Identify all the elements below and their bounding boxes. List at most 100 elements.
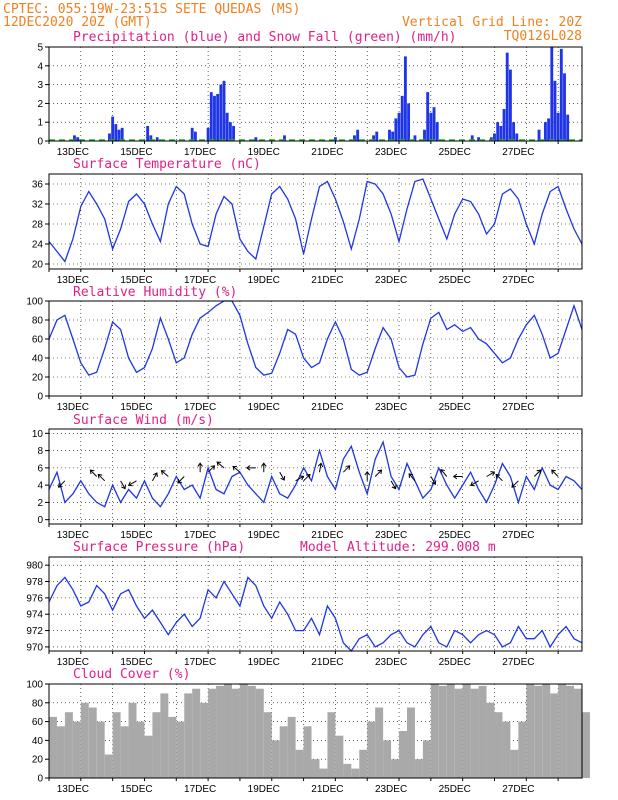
cloud-bar <box>128 702 137 778</box>
cloud-bar <box>56 726 65 778</box>
cloud-ytick-label: 0 <box>37 774 43 785</box>
precip-bar <box>216 94 220 141</box>
cloud-bar <box>255 688 264 778</box>
pres-xtick-label: 25DEC <box>439 657 471 668</box>
cloud-ytick-label: 100 <box>26 680 43 691</box>
wind-xtick-label: 19DEC <box>248 530 280 541</box>
pres-xtick-label: 21DEC <box>311 657 343 668</box>
temp-xtick-label: 21DEC <box>311 275 343 286</box>
precip-bar <box>499 125 503 141</box>
cloud-bar <box>49 716 57 778</box>
cloud-bar <box>454 688 463 778</box>
precip-bar <box>505 52 509 141</box>
pres-ytick-label: 974 <box>26 610 43 621</box>
precip-bar <box>489 137 493 141</box>
cloud-bar <box>502 721 511 778</box>
wind-arrowhead <box>495 473 501 479</box>
wind-vector <box>390 480 397 489</box>
cloud-bar <box>399 731 407 778</box>
cloud-bar <box>534 685 543 778</box>
wind-ytick-label: 0 <box>37 515 43 526</box>
temp-xtick-label: 13DEC <box>57 275 89 286</box>
wind-vector <box>408 473 416 482</box>
wind-arrowhead <box>57 483 63 488</box>
precip-bar <box>407 103 411 141</box>
precip-bar <box>146 125 150 141</box>
cloud-bar <box>558 684 567 778</box>
pres-xtick-label: 13DEC <box>57 657 89 668</box>
precip-bar <box>470 135 474 141</box>
precip-bar <box>111 116 115 141</box>
precip-bar <box>228 122 232 141</box>
temp-series-line <box>48 178 583 263</box>
cloud-bar <box>303 726 312 778</box>
cloud-bar <box>414 759 423 778</box>
cloud-bar <box>136 721 145 778</box>
cloud-bar <box>327 712 336 778</box>
wind-ytick-label: 8 <box>37 446 43 457</box>
wind-arrowhead <box>431 480 437 486</box>
cloud-bar <box>438 685 447 778</box>
temp-xtick-label: 19DEC <box>248 275 280 286</box>
wind-arrowhead <box>511 483 517 488</box>
cloud-bar <box>168 716 177 778</box>
pres-series-line <box>48 576 583 653</box>
pres-xtick-label: 19DEC <box>248 657 280 668</box>
header-model: TQ0126L028 <box>504 29 582 44</box>
cloud-bar <box>208 688 217 778</box>
precip-bar <box>429 112 433 141</box>
rh-ytick-label: 20 <box>32 373 44 384</box>
wind-xtick-label: 17DEC <box>184 530 216 541</box>
cloud-xtick-label: 27DEC <box>502 784 534 795</box>
precip-bar <box>400 95 404 141</box>
precip-bar <box>149 135 153 141</box>
precip-bar <box>283 135 286 141</box>
precipitation-title: Precipitation (blue) and Snow Fall (gree… <box>73 30 457 45</box>
cloud-bar <box>200 702 209 778</box>
wind-arrowhead <box>377 469 383 475</box>
precip-bar <box>432 107 436 141</box>
precip-bar <box>394 118 398 141</box>
precip-bar <box>333 137 337 141</box>
wind-xtick-label: 27DEC <box>502 530 534 541</box>
wind-ytick-label: 10 <box>32 429 44 440</box>
wind-arrowhead <box>245 465 251 471</box>
precip-ytick-label: 4 <box>37 61 43 72</box>
cloud-bar <box>510 749 519 778</box>
wind-vector <box>90 469 98 477</box>
wind-vector <box>58 480 66 488</box>
cloud-bar <box>319 768 328 778</box>
precip-xtick-label: 15DEC <box>120 147 152 158</box>
precip-bar <box>254 137 258 141</box>
pres-ytick-label: 980 <box>26 561 43 572</box>
precip-ytick-label: 2 <box>37 99 43 110</box>
cloud-bar <box>144 735 153 778</box>
wind-arrowhead <box>364 470 370 476</box>
rh-ytick-label: 60 <box>32 335 44 346</box>
precip-bar <box>190 127 194 141</box>
rh-xtick-label: 19DEC <box>248 402 280 413</box>
cloud-cover-panel: Cloud Cover (%) 0 20 40 60 80 100 13DEC 15DEC 17… <box>26 667 590 795</box>
precip-bar <box>114 124 118 141</box>
wind-arrowhead <box>470 481 475 487</box>
precip-bar <box>550 47 554 141</box>
pres-xtick-label: 23DEC <box>375 657 407 668</box>
wind-arrowhead <box>408 473 414 478</box>
precip-bar <box>423 129 426 141</box>
temp-xtick-label: 15DEC <box>120 275 152 286</box>
pres-xtick-label: 27DEC <box>502 657 534 668</box>
cloud-bar <box>247 685 256 778</box>
precip-bar <box>225 112 229 141</box>
wind-vector <box>342 465 351 473</box>
wind-vector <box>303 474 311 482</box>
precip-bar <box>206 127 210 141</box>
wind-arrowhead <box>345 465 351 470</box>
precip-xtick-label: 25DEC <box>439 147 471 158</box>
wind-vector <box>295 475 304 482</box>
wind-xtick-label: 13DEC <box>57 530 89 541</box>
rh-ytick-label: 40 <box>32 354 44 365</box>
pressure-panel: Surface Pressure (hPa) Model Altitude: 2… <box>26 540 583 668</box>
precip-bar <box>117 129 121 141</box>
cloud-bar <box>518 721 527 778</box>
wind-ytick-label: 6 <box>37 463 43 474</box>
